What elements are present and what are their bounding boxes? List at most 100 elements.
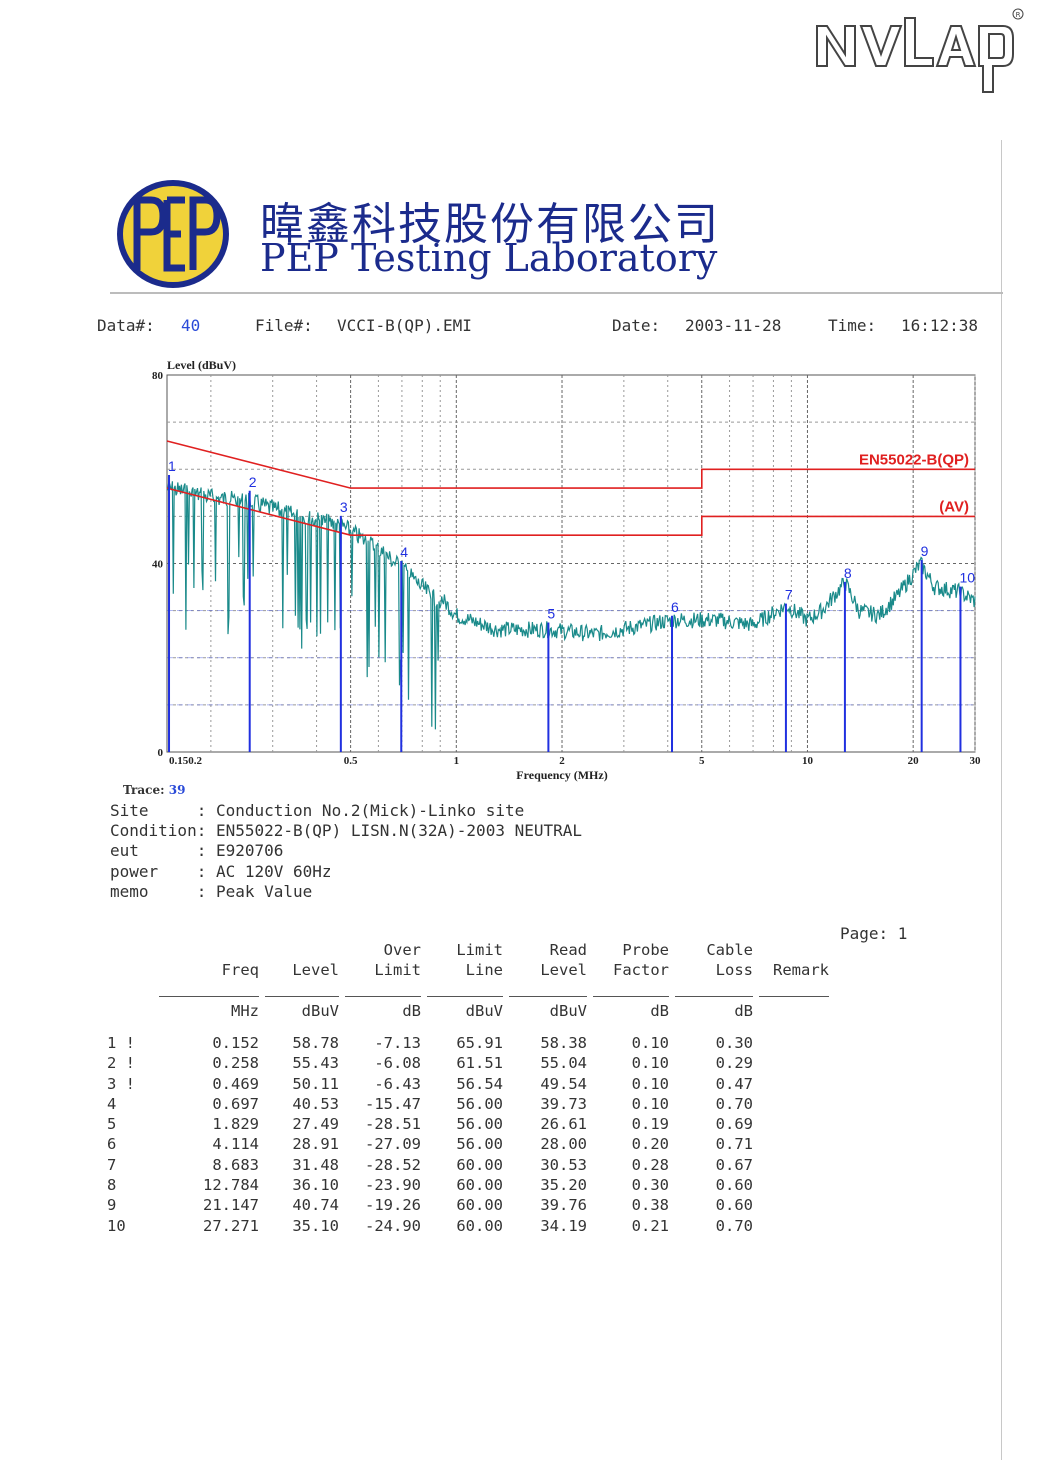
table-cell: 0.70 [715,1216,753,1235]
col-unit: MHz [156,980,262,1021]
table-header-row-2: Freq Level Limit Line Level Factor Loss … [104,960,832,980]
y-tick-label: 40 [152,559,164,571]
col-header: Cable [706,941,753,959]
marker-label: 4 [400,544,408,560]
col-unit: dBuV [506,980,590,1021]
col-header: Line [465,961,503,979]
table-cell: 0.70 [715,1094,753,1113]
info-value: : EN55022-B(QP) LISN.N(32A)-2003 NEUTRAL [196,821,583,840]
page-right-rule [1001,140,1002,1460]
marker-label: 5 [547,605,555,621]
info-key: Site [110,801,197,820]
col-header: Read [549,941,587,959]
table-cell: 8 [107,1176,135,1195]
svg-text:R: R [1016,11,1021,19]
table-cell [756,1155,832,1175]
col-header [756,940,832,960]
x-tick-label: 0.5 [344,755,358,767]
time-value: 16:12:38 [901,316,979,335]
table-cell: 65.91 [456,1034,503,1052]
header-divider [110,292,1003,294]
table-cell: 56.00 [456,1115,503,1134]
file-label: File#: [255,316,313,335]
marker-label: 9 [921,543,929,559]
table-cell: 0.60 [715,1176,753,1195]
table-cell: 56.00 [456,1094,503,1113]
results-table: Over Limit Read Probe Cable Freq Level L… [104,940,832,1236]
table-cell: 56.00 [456,1135,503,1154]
info-key: eut [110,841,197,860]
col-header: Limit [374,961,421,979]
table-cell [756,1134,832,1154]
table-cell [756,1175,832,1195]
table-cell: -7.13 [374,1034,421,1052]
marker-label: 7 [785,587,793,603]
table-cell [756,1033,832,1053]
av-limit-line [166,487,975,536]
file-name: VCCI-B(QP).EMI [337,316,472,335]
table-cell: -23.90 [365,1176,421,1195]
x-tick-label: 20 [908,755,920,767]
y-axis-title: Level (dBuV) [167,358,236,372]
table-cell: 55.04 [540,1054,587,1073]
table-cell [756,1053,832,1073]
table-row: 6 4.114 28.91 -27.09 56.00 28.00 0.20 0.71 [104,1134,832,1154]
table-cell [756,1114,832,1134]
table-cell: 39.73 [540,1094,587,1113]
table-cell: 4 [107,1094,135,1113]
info-row-eut: eut : E920706 [110,841,283,862]
info-value: : Conduction No.2(Mick)-Linko site [196,801,525,820]
x-tick-label: 0.150.2 [169,755,203,767]
table-cell: 0.21 [631,1216,669,1235]
table-cell: 0.47 [715,1074,753,1093]
table-row: 5 1.829 27.49 -28.51 56.00 26.61 0.19 0.69 [104,1114,832,1134]
info-row-memo: memo : Peak Value [110,882,312,903]
info-row-condition: Condition: EN55022-B(QP) LISN.N(32A)-200… [110,821,582,842]
col-header [104,960,156,980]
table-cell: 1.829 [212,1115,259,1134]
table-cell: 0.69 [715,1115,753,1134]
col-header: Factor [613,961,669,979]
marker-label: 1 [168,458,176,474]
table-cell: 0.20 [631,1135,669,1154]
table-row: 9 21.147 40.74 -19.26 60.00 39.76 0.38 0.60 [104,1195,832,1215]
table-cell: 10 [107,1216,135,1235]
table-cell [756,1195,832,1215]
table-cell: 40.53 [292,1094,339,1113]
info-value: : Peak Value [196,882,313,901]
table-cell: 0.71 [715,1135,753,1154]
table-cell: 12.784 [203,1176,259,1195]
table-cell: 35.10 [292,1216,339,1235]
table-cell: 0.469 [212,1074,259,1093]
table-cell: 0.258 [212,1054,259,1073]
table-cell: 27.49 [292,1115,339,1134]
table-row: 3 ! 0.469 50.11 -6.43 56.54 49.54 0.10 0.47 [104,1074,832,1094]
table-cell: 0.28 [631,1155,669,1174]
table-cell: -28.52 [365,1155,421,1174]
table-cell: -15.47 [365,1094,421,1113]
info-key: memo [110,882,197,901]
av-limit-label: (AV) [939,498,969,515]
table-cell: 8.683 [212,1155,259,1174]
table-cell: 5 [107,1115,135,1134]
col-header: Level [292,961,339,979]
x-tick-label: 5 [699,755,705,767]
data-number: 40 [181,316,201,335]
table-cell: 60.00 [456,1196,503,1215]
marker-label: 3 [340,499,348,515]
trace-label-text: Trace: [123,783,165,797]
table-cell: 0.30 [715,1034,753,1052]
table-cell: 0.10 [631,1054,669,1073]
col-header: Freq [221,961,259,979]
results-table-body: 1 ! 0.152 58.78 -7.13 65.91 58.38 0.10 0.30 2 ! 0… [104,1033,832,1236]
col-unit [756,980,832,1021]
col-unit [104,980,156,1021]
table-cell: 36.10 [292,1176,339,1195]
col-header: Level [540,961,587,979]
table-cell: 60.00 [456,1176,503,1195]
table-cell: 40.74 [292,1196,339,1215]
table-cell: 0.67 [715,1155,753,1174]
table-cell [756,1216,832,1236]
table-cell: 6 [107,1135,135,1154]
